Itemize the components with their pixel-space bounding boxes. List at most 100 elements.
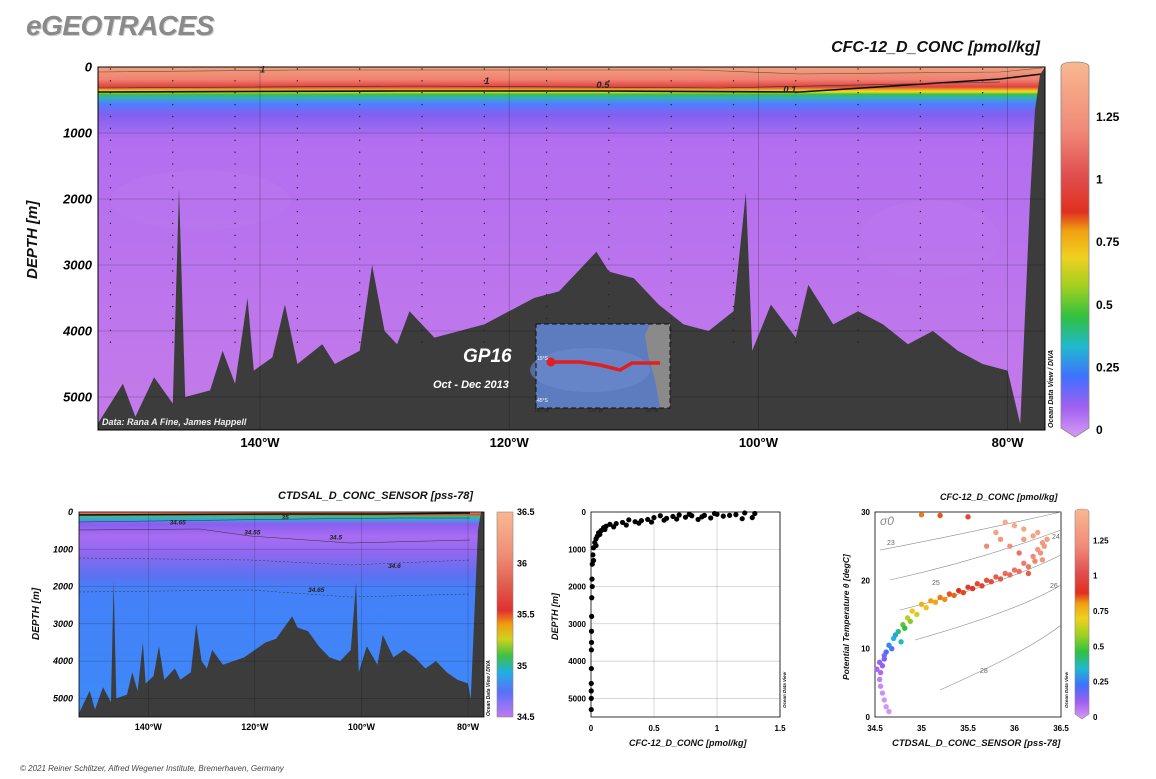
sample-dot <box>670 294 672 296</box>
sample-dot <box>483 329 485 332</box>
sample-dot <box>670 139 672 141</box>
ts-chart-title: CFC-12_D_CONC [pmol/kg] <box>940 492 1058 502</box>
sample-dot <box>483 151 485 153</box>
sample-dot <box>981 151 984 153</box>
sample-dot <box>172 234 174 236</box>
main-colorbar <box>1060 61 1090 438</box>
sample-dot <box>795 305 797 308</box>
sample-dot <box>857 317 859 320</box>
isopycnal-label: 25 <box>932 580 940 587</box>
sample-dot <box>545 68 548 70</box>
sample-dot <box>296 258 299 260</box>
sample-dot <box>172 103 174 106</box>
sample-dot <box>172 246 174 248</box>
sample-dot <box>172 210 174 213</box>
sample-dot <box>981 92 984 94</box>
sample-dot <box>234 305 236 308</box>
sample-dot <box>670 163 672 165</box>
sample-dot <box>483 305 485 308</box>
inset-lat-15: 15°S <box>537 356 548 362</box>
sample-dot <box>670 187 672 189</box>
sample-dot <box>919 305 922 308</box>
y-tick-label: 2000 <box>62 192 93 207</box>
x-tick-label: 100°W <box>739 435 779 450</box>
colorbar-tick-label: 1 <box>1096 173 1103 187</box>
sample-dot <box>981 187 984 189</box>
sample-dot <box>919 258 922 260</box>
sample-dot <box>421 258 423 260</box>
sample-dot <box>421 187 423 189</box>
sample-dot <box>981 329 984 332</box>
salinity-watermark: Ocean Data View / DIVA <box>486 660 492 716</box>
sample-dot <box>857 68 859 70</box>
sample-dot <box>795 341 797 343</box>
salinity-chart-title: CTDSAL_D_CONC_SENSOR [pss-78] <box>278 490 473 502</box>
sample-dot <box>608 115 610 118</box>
sample-dot <box>919 68 922 70</box>
inset-lat-45: 45°S <box>537 398 548 404</box>
sample-dot <box>981 270 984 272</box>
sample-dot <box>483 187 485 189</box>
sample-dot <box>795 68 797 70</box>
sample-dot <box>109 222 112 225</box>
sample-dot <box>608 127 610 130</box>
sample-dot <box>483 80 485 82</box>
sample-dot <box>109 270 112 272</box>
sample-dot <box>483 222 485 225</box>
data-credits: Data: Rana A Fine, James Happell <box>102 417 247 427</box>
sample-dot <box>857 103 859 106</box>
sample-dot <box>296 92 299 94</box>
sample-dot <box>981 139 984 141</box>
sample-dot <box>732 175 735 177</box>
sample-dot <box>421 127 423 130</box>
sample-dot <box>421 222 423 225</box>
sample-dot <box>670 317 672 320</box>
sample-dot <box>483 198 485 201</box>
sample-dot <box>483 139 485 141</box>
sample-dot <box>172 329 174 332</box>
sample-dot <box>296 282 299 284</box>
sample-dot <box>732 151 735 153</box>
sample-dot <box>608 80 610 82</box>
sample-dot <box>732 127 735 130</box>
sample-dot <box>545 80 548 82</box>
sample-dot <box>670 222 672 225</box>
contour-label: 1 <box>260 64 265 74</box>
sample-dot <box>732 80 735 82</box>
sample-dot <box>670 341 672 343</box>
sample-dot <box>732 270 735 272</box>
sample-dot <box>172 92 174 94</box>
sample-dot <box>545 258 548 260</box>
sample-dot <box>296 175 299 177</box>
sample-dot <box>919 222 922 225</box>
sample-dot <box>795 210 797 213</box>
sample-dot <box>670 92 672 94</box>
sample-dot <box>172 341 174 343</box>
sample-dot <box>857 210 859 213</box>
sample-dot <box>857 139 859 141</box>
sample-dot <box>919 270 922 272</box>
sample-dot <box>545 175 548 177</box>
salinity-chart-ylabel: DEPTH [m] <box>31 587 42 640</box>
sample-dot <box>296 234 299 236</box>
sample-dot <box>483 103 485 106</box>
colorbar-tick-label: 1.25 <box>1096 110 1120 124</box>
isopycnal-label: 28 <box>980 668 988 675</box>
sample-dot <box>421 246 423 248</box>
sample-dot <box>857 282 859 284</box>
sample-dot <box>795 198 797 201</box>
sample-dot <box>483 258 485 260</box>
y-tick-label: 0 <box>85 60 93 75</box>
sample-dot <box>732 187 735 189</box>
sample-dot <box>670 234 672 236</box>
sample-dot <box>732 258 735 260</box>
sample-dot <box>857 258 859 260</box>
sample-dot <box>545 270 548 272</box>
sample-dot <box>919 187 922 189</box>
sample-dot <box>795 258 797 260</box>
sample-dot <box>608 139 610 141</box>
x-tick-label: 80°W <box>992 435 1025 450</box>
sample-dot <box>421 329 423 332</box>
sample-dot <box>234 317 236 320</box>
sample-dot <box>795 103 797 106</box>
